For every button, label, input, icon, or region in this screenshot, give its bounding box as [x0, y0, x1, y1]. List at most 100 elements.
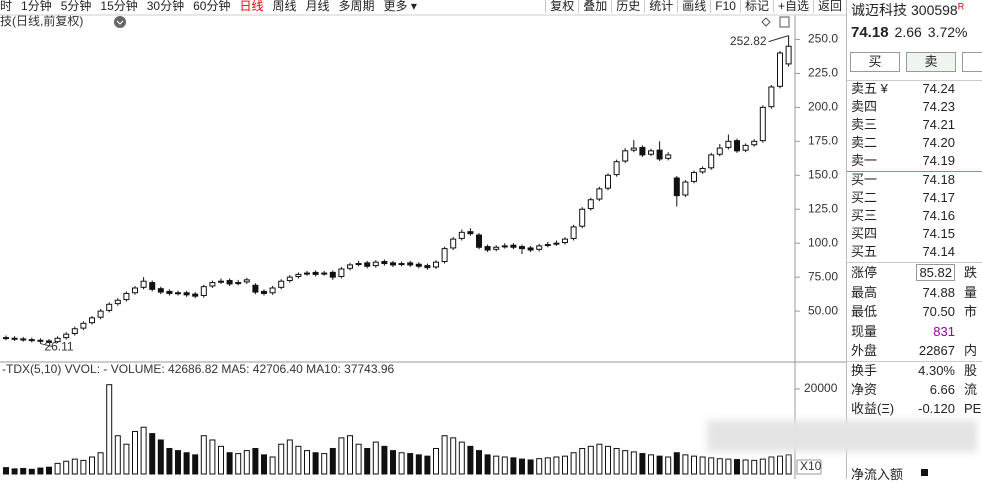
y-tick-label: 100.0 — [808, 235, 838, 249]
volume-bar — [398, 452, 405, 475]
change: 2.66 — [894, 24, 922, 40]
chart-title: 技(日线,前复权) — [0, 13, 83, 28]
candle-body — [665, 154, 672, 159]
divider — [847, 171, 982, 172]
period-tab[interactable]: 多周期 — [338, 0, 375, 13]
period-tab[interactable]: 30分钟 — [146, 0, 185, 13]
volume-bar — [716, 458, 723, 475]
y-tick-label: 150.0 — [808, 167, 838, 181]
volume-bar — [691, 455, 697, 475]
tool-button[interactable]: F10 — [710, 0, 740, 13]
volume-bar — [441, 435, 448, 475]
y-tick-label: 175.0 — [808, 133, 838, 147]
candle-body — [243, 279, 250, 283]
volume-bar — [673, 452, 680, 475]
period-tab[interactable]: 周线 — [272, 0, 297, 13]
empty-button[interactable] — [962, 52, 982, 72]
period-tab[interactable]: 更多 ▾ — [383, 0, 417, 13]
candle-body — [11, 337, 18, 340]
tool-buttons: 复权 叠加 历史 统计 画线 F10 标记 +自选 返回 — [545, 0, 846, 14]
candle-body — [424, 265, 431, 269]
tool-button[interactable]: +自选 — [772, 0, 813, 13]
volume-bar — [665, 456, 672, 475]
row-value: 74.23 — [922, 99, 955, 114]
candle-body — [691, 172, 697, 182]
row-value: 22867 — [918, 343, 955, 358]
volume-bar — [458, 441, 465, 475]
stock-code: 300598 — [911, 2, 958, 18]
volume-bar — [295, 445, 302, 475]
unit-box — [796, 459, 822, 475]
volume-bar — [648, 454, 654, 475]
candle-body — [28, 339, 35, 342]
candle-body — [476, 234, 482, 248]
tool-button[interactable]: 标记 — [739, 0, 773, 13]
volume-bar — [269, 456, 276, 475]
tool-button[interactable]: 复权 — [545, 0, 579, 13]
row-value: 74.15 — [922, 226, 955, 241]
trade-button[interactable]: 卖 — [906, 52, 956, 72]
volume-bar — [493, 455, 500, 475]
volume-bar — [562, 455, 568, 475]
volume-bar — [699, 456, 706, 475]
volume-bar — [544, 457, 551, 475]
volume-bar — [424, 455, 431, 475]
row-label: 最高 — [851, 284, 878, 300]
diamond-icon[interactable] — [761, 17, 771, 27]
period-tab[interactable]: 60分钟 — [193, 0, 231, 13]
row-value: 74.19 — [922, 153, 955, 168]
period-tab[interactable]: 日线 — [239, 0, 264, 13]
volume-bar — [252, 447, 259, 475]
volume-bar — [613, 447, 620, 475]
row-label: 最低 — [851, 304, 878, 319]
candle-body — [613, 161, 620, 176]
row-label: 卖五 ¥ — [851, 81, 888, 96]
period-tab[interactable]: 1分钟 — [21, 0, 52, 13]
volume-bar — [192, 454, 199, 475]
row-value: -0.120 — [918, 401, 955, 416]
volume-bar — [725, 458, 732, 475]
volume-bar — [261, 454, 267, 475]
candle-body — [3, 337, 9, 340]
trade-button[interactable]: 买 — [850, 52, 900, 72]
candle-body — [407, 262, 414, 266]
candle-body — [777, 52, 783, 87]
tool-button[interactable]: 历史 — [611, 0, 645, 13]
candle-body — [501, 245, 508, 248]
volume-bar — [89, 456, 95, 475]
volume-bar — [536, 458, 543, 475]
candle-body — [321, 272, 328, 275]
volume-bar — [639, 453, 646, 475]
volume-bar — [321, 453, 328, 475]
candle-body — [269, 287, 276, 294]
tool-button[interactable]: 统计 — [644, 0, 678, 13]
volume-bar — [149, 433, 156, 475]
finance-row: 换手 4.30% 股 — [851, 362, 982, 380]
period-tab[interactable]: 15分钟 — [100, 0, 138, 13]
row-label: 收益(Ξ) — [851, 401, 895, 416]
title-menu-icon[interactable] — [114, 16, 126, 28]
volume-bar — [630, 451, 637, 475]
volume-bar — [71, 458, 78, 475]
tool-button[interactable]: 画线 — [677, 0, 711, 13]
toolbar: 时 1分钟 5分钟 15分钟 30分钟 60分钟 日线 周线 月线 多周期 更多 ▾ 复权 叠加 历史 统计… — [0, 0, 846, 14]
volume-bar — [286, 439, 293, 475]
period-tabs: 时 1分钟 5分钟 15分钟 30分钟 60分钟 日线 周线 月线 多周期 更多 ▾ — [0, 0, 426, 14]
candle-body — [183, 292, 190, 296]
period-tab[interactable]: 5分钟 — [60, 0, 92, 13]
volume-tick-label: 20000 — [804, 381, 838, 395]
volume-bar — [97, 452, 104, 475]
tool-button[interactable]: 返回 — [812, 0, 846, 13]
row-extra: 跌 — [964, 265, 978, 280]
volume-bar — [785, 454, 792, 475]
period-tab[interactable]: 月线 — [305, 0, 330, 13]
candle-body — [553, 242, 560, 245]
window-icon[interactable] — [779, 16, 790, 28]
stat-row: 涨停 85.82 跌 — [851, 264, 982, 282]
volume-bar — [226, 452, 233, 475]
candle-body — [493, 246, 500, 250]
stat-row: 外盘 22867 内 — [851, 342, 982, 360]
candle-body — [200, 286, 207, 296]
period-tab[interactable]: 时 — [0, 0, 13, 13]
tool-button[interactable]: 叠加 — [578, 0, 612, 13]
